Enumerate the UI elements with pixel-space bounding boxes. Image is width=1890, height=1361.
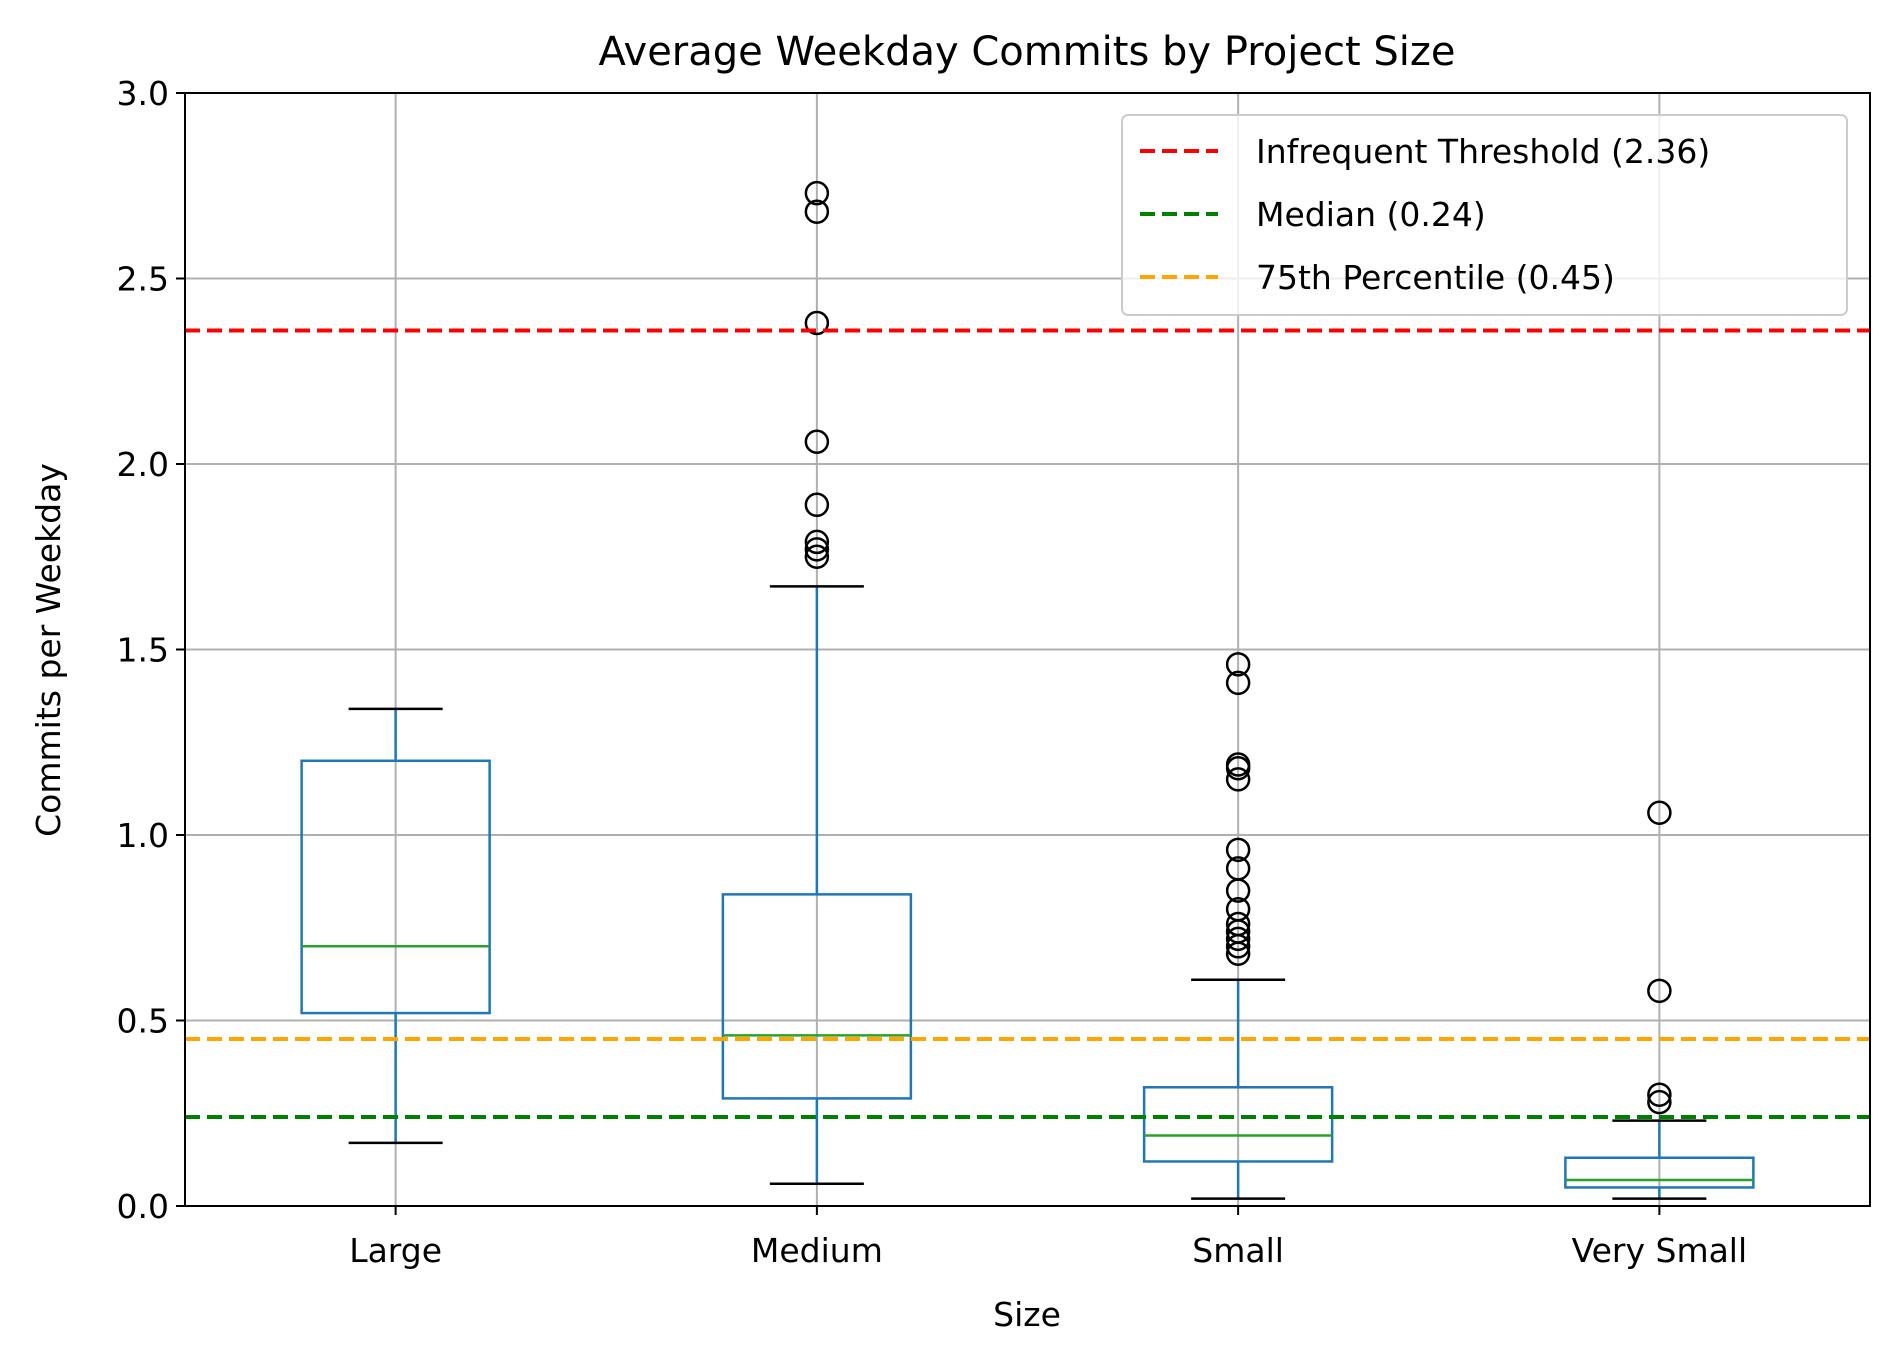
outlier-point — [1647, 978, 1672, 1004]
outlier-point — [1647, 1082, 1672, 1107]
y-axis-title: Commits per Weekday — [29, 463, 68, 837]
outlier-point — [1647, 800, 1672, 825]
y-tick-label: 2.0 — [117, 445, 169, 484]
outlier-point — [1225, 652, 1251, 677]
outlier-point — [1225, 856, 1251, 881]
legend-label: Median (0.24) — [1256, 195, 1486, 234]
box-small — [1142, 652, 1334, 1200]
outlier-point — [1647, 1089, 1672, 1115]
outlier-point — [804, 529, 830, 555]
y-tick-label: 2.5 — [117, 260, 169, 299]
iqr-box — [1564, 1156, 1755, 1189]
box-medium — [721, 180, 913, 1185]
x-tick-label: Small — [1192, 1231, 1284, 1270]
outlier-point — [1225, 896, 1251, 922]
x-axis-title: Size — [993, 1295, 1061, 1334]
x-tick-label: Medium — [751, 1231, 883, 1270]
outlier-point — [1225, 926, 1251, 952]
x-tick-label: Very Small — [1572, 1231, 1748, 1270]
y-tick-label: 1.5 — [117, 631, 169, 670]
x-tick-label: Large — [349, 1231, 442, 1270]
outlier-point — [1225, 752, 1251, 777]
outlier-point — [1225, 670, 1251, 696]
outlier-point — [1225, 837, 1251, 863]
y-axis: 0.0 0.5 1.0 1.5 2.0 2.5 3.0 — [117, 74, 185, 1226]
outlier-point — [804, 180, 830, 206]
y-tick-label: 3.0 — [117, 74, 169, 113]
outlier-point — [804, 492, 830, 518]
legend-label: 75th Percentile (0.45) — [1256, 258, 1615, 297]
y-tick-label: 0.5 — [117, 1002, 169, 1041]
y-tick-label: 0.0 — [117, 1187, 169, 1226]
x-axis: Large Medium Small Very Small — [349, 1206, 1747, 1270]
outlier-point — [1225, 767, 1251, 792]
outlier-point — [804, 537, 830, 562]
chart-title: Average Weekday Commits by Project Size — [599, 29, 1456, 75]
box-series — [300, 180, 1755, 1200]
box-large — [300, 707, 491, 1145]
legend-box — [1121, 114, 1848, 316]
outlier-point — [804, 429, 830, 454]
box-very-small — [1564, 800, 1755, 1200]
legend: Infrequent Threshold (2.36) Median (0.24)… — [1121, 114, 1848, 316]
y-tick-label: 1.0 — [117, 816, 169, 855]
outlier-point — [1225, 911, 1251, 937]
outlier-point — [804, 199, 830, 224]
outlier-point — [804, 544, 830, 569]
iqr-box — [300, 759, 491, 1015]
legend-label: Infrequent Threshold (2.36) — [1256, 132, 1710, 171]
iqr-box — [1142, 1086, 1334, 1163]
iqr-box — [721, 893, 913, 1100]
reference-lines — [185, 328, 1870, 1119]
outlier-point — [804, 310, 830, 336]
